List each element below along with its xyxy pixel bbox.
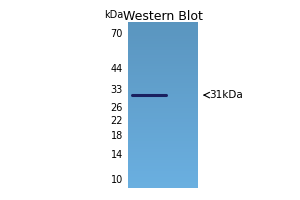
Bar [128, 119, 198, 122]
Bar [128, 55, 198, 58]
Bar [128, 69, 198, 72]
Text: 18: 18 [111, 131, 123, 141]
Bar [128, 180, 198, 182]
Bar [128, 177, 198, 180]
Bar [128, 108, 198, 111]
Bar [128, 75, 198, 77]
Bar [128, 66, 198, 69]
Bar [128, 86, 198, 88]
Bar [128, 44, 198, 47]
Bar [128, 50, 198, 52]
Bar [128, 33, 198, 36]
Bar [128, 144, 198, 146]
Bar [128, 111, 198, 113]
Bar [128, 72, 198, 75]
Bar [128, 158, 198, 160]
Bar [128, 166, 198, 169]
Bar [128, 169, 198, 171]
Bar [128, 36, 198, 39]
Bar [128, 127, 198, 130]
Bar [128, 171, 198, 174]
Bar [128, 41, 198, 44]
Bar [128, 116, 198, 119]
Text: kDa: kDa [104, 10, 123, 20]
Bar [128, 58, 198, 61]
Bar [128, 30, 198, 33]
Bar [128, 94, 198, 97]
Bar [128, 113, 198, 116]
Bar [128, 185, 198, 188]
Bar [128, 163, 198, 166]
Text: 26: 26 [111, 103, 123, 113]
Bar [128, 22, 198, 25]
Bar [128, 149, 198, 152]
Bar [128, 122, 198, 124]
Text: Western Blot: Western Blot [123, 10, 203, 23]
Bar [128, 138, 198, 141]
Bar [128, 91, 198, 94]
Bar [128, 28, 198, 30]
Text: 44: 44 [111, 64, 123, 74]
Bar [128, 141, 198, 144]
Bar [128, 135, 198, 138]
Bar [128, 146, 198, 149]
Bar [128, 99, 198, 102]
Text: 22: 22 [110, 116, 123, 126]
Bar [128, 39, 198, 41]
Bar [128, 152, 198, 155]
Bar [128, 83, 198, 86]
Bar [128, 133, 198, 135]
Bar [128, 97, 198, 99]
Text: 33: 33 [111, 85, 123, 95]
Text: 14: 14 [111, 150, 123, 160]
Bar [128, 25, 198, 28]
Bar [128, 61, 198, 64]
Bar [128, 124, 198, 127]
Bar [128, 105, 198, 108]
Bar [128, 80, 198, 83]
Text: 10: 10 [111, 175, 123, 185]
Bar [128, 64, 198, 66]
Bar [128, 47, 198, 50]
Bar [128, 160, 198, 163]
Bar [128, 102, 198, 105]
Bar [128, 130, 198, 133]
Text: 31kDa: 31kDa [209, 90, 243, 100]
Bar [128, 155, 198, 158]
Bar [128, 182, 198, 185]
Bar [128, 52, 198, 55]
Bar [128, 174, 198, 177]
Bar [128, 77, 198, 80]
Text: 70: 70 [111, 29, 123, 39]
Bar [128, 88, 198, 91]
